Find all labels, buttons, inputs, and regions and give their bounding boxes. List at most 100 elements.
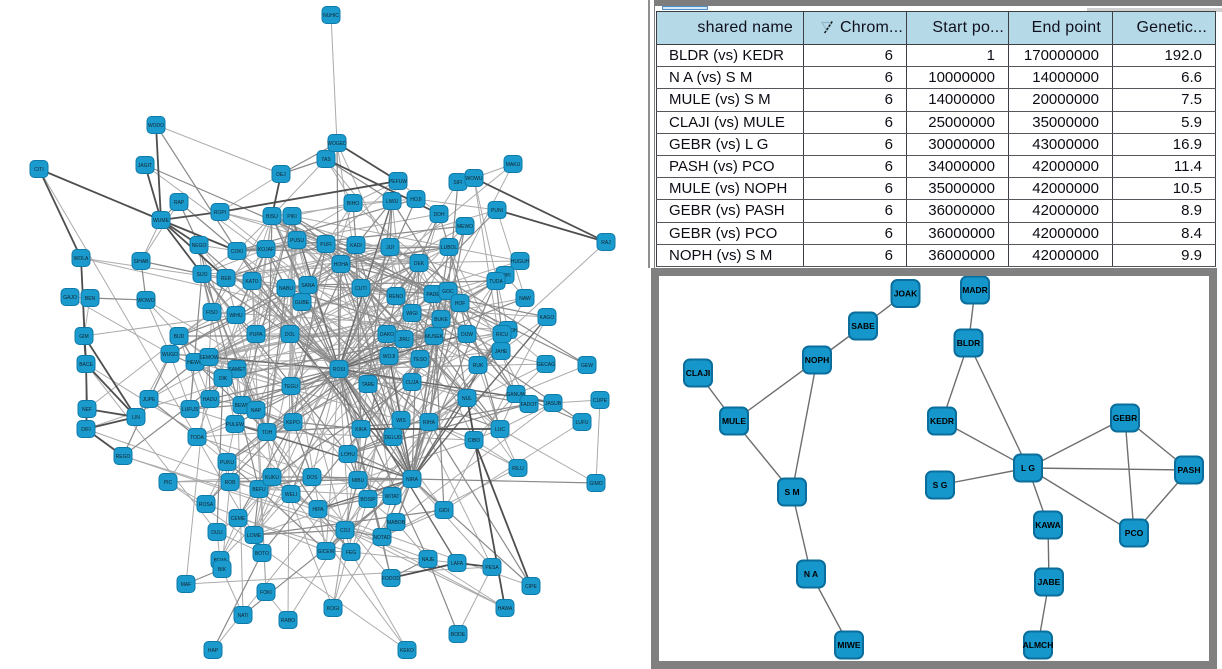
svg-text:MAF: MAF	[181, 582, 192, 588]
svg-text:DEK: DEK	[414, 261, 425, 267]
svg-text:RIHA: RIHA	[423, 420, 436, 426]
svg-text:BISU: BISU	[266, 214, 278, 220]
svg-text:KAWA: KAWA	[1035, 520, 1061, 530]
svg-text:GEBR: GEBR	[1113, 413, 1138, 423]
svg-text:GIMO: GIMO	[589, 481, 602, 487]
svg-text:BACE: BACE	[79, 362, 93, 368]
svg-text:ROSA: ROSA	[199, 502, 214, 508]
svg-text:WODO: WODO	[148, 123, 164, 129]
svg-text:LOHU: LOHU	[341, 452, 355, 458]
svg-text:FEG: FEG	[346, 550, 356, 556]
svg-text:PIKI: PIKI	[287, 214, 296, 220]
svg-text:RILU: RILU	[512, 466, 524, 472]
svg-text:FOKI: FOKI	[260, 590, 272, 596]
svg-text:KADI: KADI	[350, 243, 362, 249]
svg-text:LUBOL: LUBOL	[441, 245, 458, 251]
svg-text:DOL: DOL	[285, 332, 296, 338]
svg-text:JABE: JABE	[1038, 577, 1061, 587]
svg-text:TARE: TARE	[362, 382, 376, 388]
svg-text:KAGO: KAGO	[540, 315, 555, 321]
svg-text:RAP: RAP	[174, 200, 185, 206]
svg-text:KEDR: KEDR	[930, 416, 954, 426]
svg-text:KEKO: KEKO	[400, 648, 414, 654]
svg-text:PULEW: PULEW	[226, 422, 244, 428]
svg-text:LUFU: LUFU	[575, 420, 588, 426]
svg-text:JUPE: JUPE	[143, 397, 156, 403]
svg-text:LUC: LUC	[495, 427, 505, 433]
svg-text:BEFU: BEFU	[252, 487, 266, 493]
svg-text:WUME: WUME	[153, 218, 169, 224]
svg-text:CEME: CEME	[231, 516, 246, 522]
svg-text:BUD: BUD	[174, 334, 185, 340]
svg-text:TUDA: TUDA	[489, 279, 503, 285]
svg-text:HUGUH: HUGUH	[511, 259, 530, 265]
svg-text:WOGED: WOGED	[327, 141, 347, 147]
svg-text:PIC: PIC	[164, 480, 173, 486]
svg-text:GOC: GOC	[442, 289, 454, 295]
svg-text:HOF: HOF	[455, 301, 466, 307]
svg-text:FODOD: FODOD	[382, 576, 400, 582]
svg-text:RICU: RICU	[496, 332, 509, 338]
svg-text:SAMET: SAMET	[228, 367, 245, 373]
svg-text:PUKU: PUKU	[220, 460, 234, 466]
svg-text:JIRU: JIRU	[398, 337, 410, 343]
svg-text:FADOT: FADOT	[521, 402, 538, 408]
svg-text:BIK: BIK	[218, 567, 227, 573]
svg-text:NEF: NEF	[82, 407, 92, 413]
svg-text:GUBE: GUBE	[295, 300, 310, 306]
svg-text:COKI: COKI	[231, 249, 243, 255]
svg-text:FISO: FISO	[206, 310, 218, 316]
svg-text:CITI: CITI	[34, 167, 43, 173]
svg-text:BEWE: BEWE	[235, 403, 250, 409]
svg-text:NAJE: NAJE	[422, 557, 435, 563]
svg-text:NOTAD: NOTAD	[373, 535, 391, 541]
svg-text:WOWO: WOWO	[137, 298, 154, 304]
svg-text:PADE: PADE	[426, 292, 440, 298]
svg-text:NAP: NAP	[251, 408, 262, 414]
svg-text:GAJO: GAJO	[63, 295, 77, 301]
svg-text:RENO: RENO	[389, 294, 404, 300]
svg-text:L G: L G	[1021, 463, 1035, 473]
svg-text:ALMCH: ALMCH	[1023, 640, 1054, 650]
svg-text:WIS: WIS	[396, 418, 406, 424]
svg-text:N A: N A	[804, 569, 818, 579]
svg-text:PUNI: PUNI	[491, 208, 503, 214]
svg-text:LUFUS: LUFUS	[182, 407, 199, 413]
svg-text:GIM: GIM	[79, 334, 88, 340]
svg-text:HADU: HADU	[203, 397, 218, 403]
svg-text:LAFA: LAFA	[451, 561, 464, 567]
svg-text:TESO: TESO	[413, 357, 427, 363]
svg-text:BIHO: BIHO	[347, 201, 359, 207]
svg-text:WIGI: WIGI	[406, 311, 417, 317]
svg-text:SIJO: SIJO	[196, 272, 207, 278]
svg-text:S M: S M	[784, 487, 799, 497]
svg-text:MIBU: MIBU	[352, 478, 365, 484]
svg-text:MEWO: MEWO	[457, 224, 473, 230]
svg-text:HOJI: HOJI	[410, 197, 421, 203]
svg-text:ROB: ROB	[225, 480, 237, 486]
svg-text:MAKU: MAKU	[506, 162, 521, 168]
svg-text:REGO: REGO	[116, 454, 131, 460]
svg-text:WELI: WELI	[285, 492, 297, 498]
svg-text:DELUD: DELUD	[385, 435, 402, 441]
svg-text:KOJAF: KOJAF	[258, 247, 274, 253]
svg-text:DUW: DUW	[461, 332, 473, 338]
svg-text:PEFUW: PEFUW	[389, 179, 407, 185]
svg-text:MADR: MADR	[962, 285, 988, 295]
svg-text:DOS: DOS	[307, 475, 319, 481]
svg-text:JOAK: JOAK	[894, 289, 918, 299]
svg-text:SEMOW: SEMOW	[199, 355, 219, 361]
svg-text:NABU: NABU	[279, 286, 293, 292]
svg-text:GIDI: GIDI	[439, 508, 449, 514]
svg-text:RABO: RABO	[281, 618, 295, 624]
svg-text:DEJ: DEJ	[276, 172, 286, 178]
svg-text:HIPA: HIPA	[312, 507, 324, 513]
svg-text:DAKO: DAKO	[380, 332, 394, 338]
svg-text:LOME: LOME	[247, 533, 262, 539]
svg-text:NUL: NUL	[462, 396, 472, 402]
svg-text:DIFI: DIFI	[81, 427, 90, 433]
svg-text:NIRA: NIRA	[406, 477, 419, 483]
svg-text:WITAT: WITAT	[385, 494, 400, 500]
svg-text:PESA: PESA	[485, 565, 499, 571]
svg-text:SIHAB: SIHAB	[133, 259, 149, 265]
